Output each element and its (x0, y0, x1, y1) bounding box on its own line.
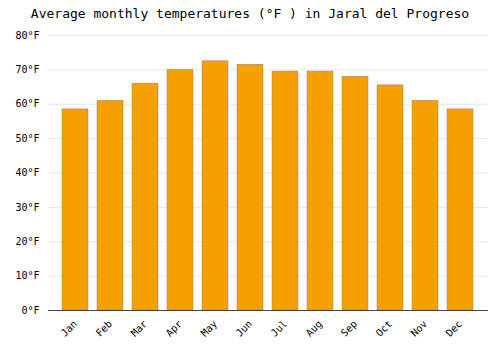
svg-text:10°F: 10°F (15, 270, 39, 281)
svg-text:Nov: Nov (409, 318, 430, 339)
svg-text:Dec: Dec (444, 318, 465, 339)
svg-text:0°F: 0°F (21, 305, 39, 316)
svg-text:Aug: Aug (304, 318, 325, 339)
svg-text:20°F: 20°F (15, 236, 39, 247)
html-text:Average monthly temperatures (: Average monthly temperatures (°F ) in Ja… (30, 6, 470, 21)
svg-text:Apr: Apr (164, 318, 185, 339)
svg-text:Mar: Mar (129, 318, 150, 339)
svg-text:Feb: Feb (94, 318, 115, 339)
svg-text:May: May (199, 318, 220, 339)
svg-text:Jun: Jun (234, 318, 255, 339)
svg-text:Oct: Oct (374, 318, 395, 339)
svg-text:Jul: Jul (269, 318, 290, 339)
svg-text:60°F: 60°F (15, 98, 39, 109)
svg-text:70°F: 70°F (15, 64, 39, 75)
svg-text:Sep: Sep (339, 318, 360, 339)
svg-text:40°F: 40°F (15, 167, 39, 178)
svg-text:80°F: 80°F (15, 30, 39, 41)
svg-text:30°F: 30°F (15, 202, 39, 213)
svg-text:Jan: Jan (59, 318, 80, 339)
svg-text:50°F: 50°F (15, 133, 39, 144)
